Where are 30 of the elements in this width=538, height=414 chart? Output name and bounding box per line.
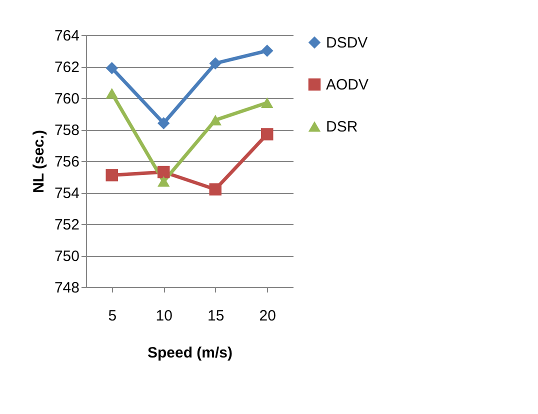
point (209, 114, 222, 126)
point (106, 169, 118, 182)
x-tick-label: 10 (156, 308, 172, 324)
point (261, 128, 274, 140)
y-tick-label: 764 (54, 28, 80, 44)
point (261, 44, 274, 57)
y-tick-label: 752 (54, 216, 80, 234)
legend-label: AODV (326, 76, 369, 94)
y-tick-label: 756 (54, 154, 80, 170)
x-axis-title: Speed (m/s) (147, 344, 233, 362)
y-tick-label: 754 (54, 185, 80, 202)
point (209, 57, 222, 70)
point (158, 117, 170, 130)
point (106, 62, 118, 74)
point (261, 97, 274, 108)
point (106, 88, 118, 99)
y-tick-label: 760 (54, 90, 80, 108)
legend-label: DSR (326, 118, 358, 136)
y-tick-label: 748 (54, 280, 80, 296)
y-axis-title: NL (sec.) (30, 130, 48, 194)
y-tick-label: 758 (54, 122, 80, 139)
x-tick-label: 20 (259, 308, 276, 324)
y-tick-label: 762 (54, 59, 80, 76)
x-tick-label: 15 (208, 308, 224, 324)
x-tick-label: 5 (108, 308, 117, 324)
point (158, 176, 170, 187)
legend-label: DSDV (326, 34, 368, 52)
y-tick-label: 750 (54, 248, 80, 265)
point (158, 166, 170, 178)
point (209, 183, 222, 196)
